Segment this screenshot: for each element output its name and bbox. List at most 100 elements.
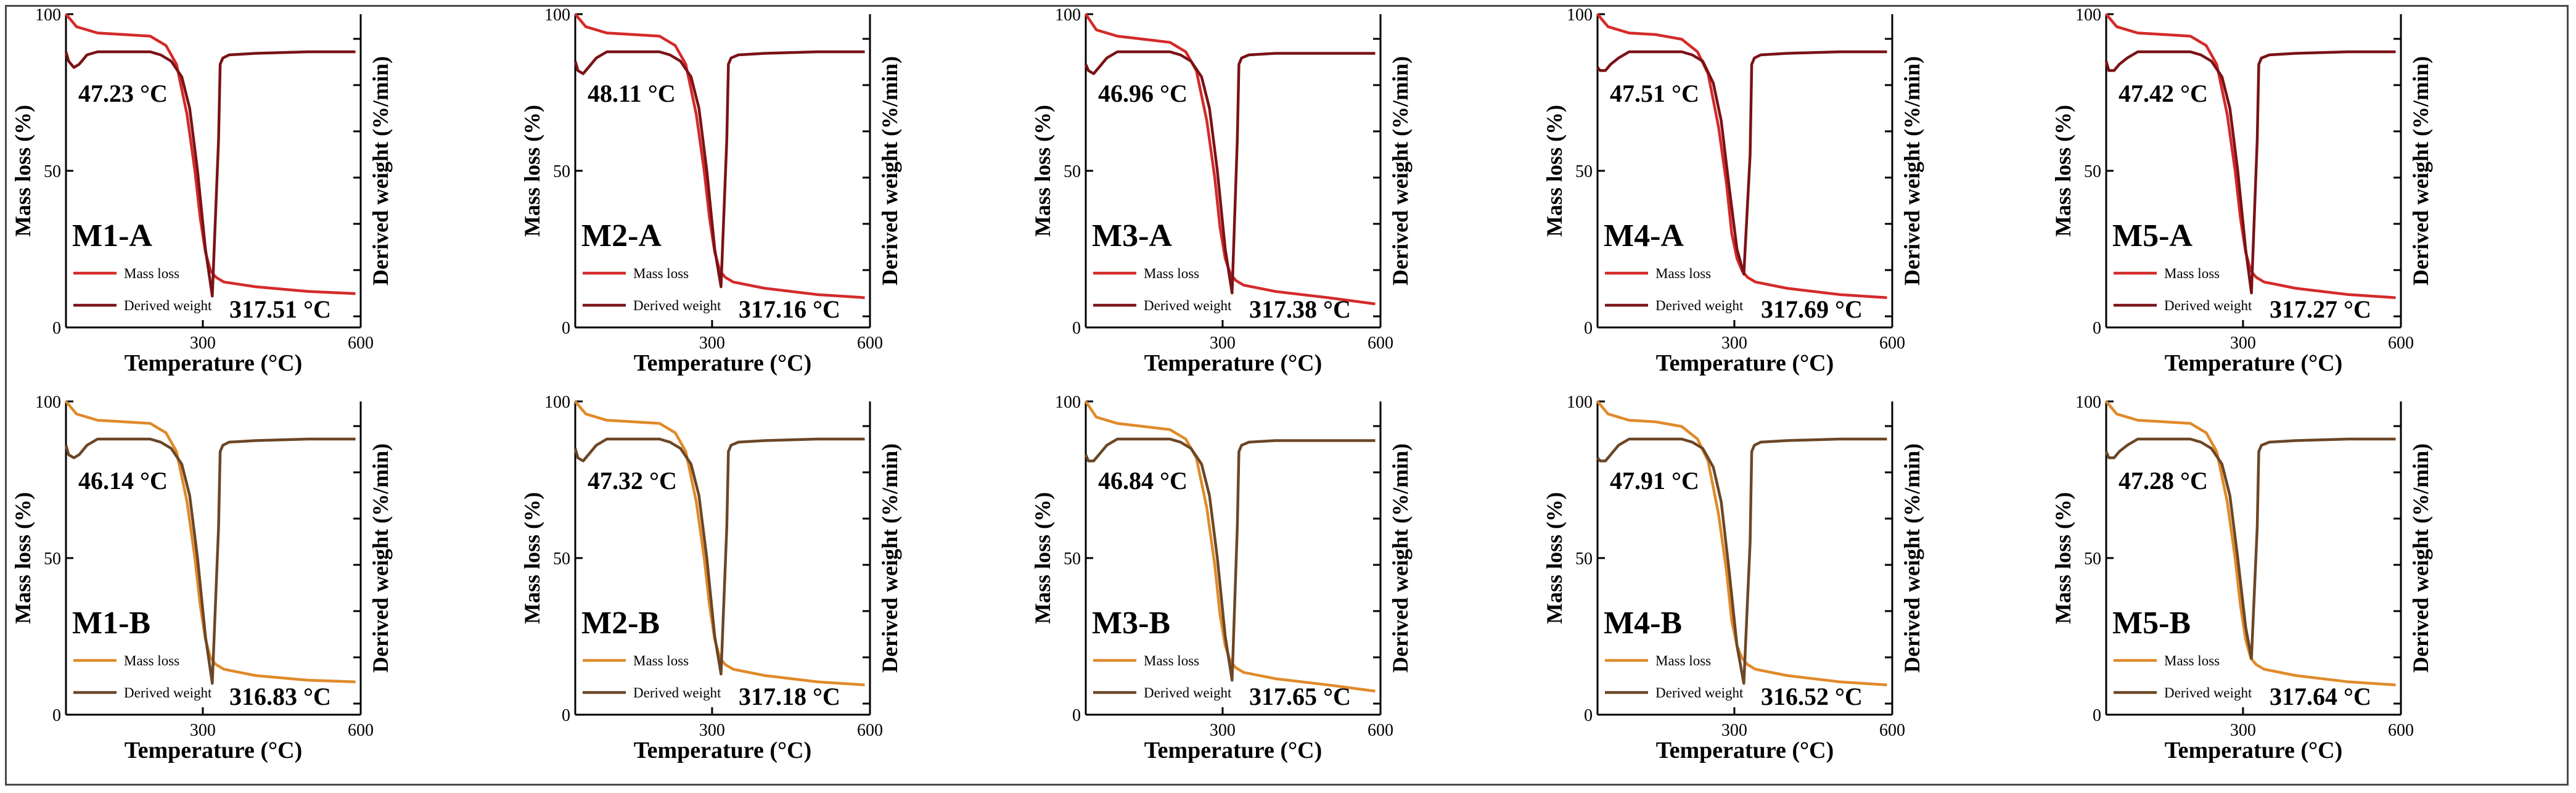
y2-axis-title: Derived weight (%/min) xyxy=(1900,56,1924,286)
x-axis-title: Temperature (°C) xyxy=(1656,350,1834,376)
panel-m2-b: 0 50 100 300 600 Mass loss (%) Derived weight … xyxy=(520,393,902,763)
y-tick-label: 50 xyxy=(44,549,61,569)
legend-label-mass-loss: Mass loss xyxy=(1655,266,1711,281)
tga-figure: 0 50 100 300 600 Mass loss (%) Derived weight … xyxy=(10,6,2433,763)
x-axis-title: Temperature (°C) xyxy=(1144,738,1323,763)
peak-low-label: 46.96 °C xyxy=(1098,80,1188,107)
y-axis-title: Mass loss (%) xyxy=(2051,492,2075,624)
y-axis-title: Mass loss (%) xyxy=(1542,492,1567,624)
legend-label-derived-weight: Derived weight xyxy=(2164,298,2252,313)
peak-high-label: 317.64 °C xyxy=(2270,683,2371,710)
y-tick-label: 0 xyxy=(1584,319,1593,338)
x-axis-title: Temperature (°C) xyxy=(125,350,303,376)
y2-axis-title: Derived weight (%/min) xyxy=(368,56,393,286)
y2-axis-title: Derived weight (%/min) xyxy=(2408,56,2433,286)
y-tick-label: 50 xyxy=(553,162,570,181)
y-tick-label: 0 xyxy=(1072,706,1081,725)
legend-label-derived-weight: Derived weight xyxy=(124,298,212,313)
y-tick-label: 50 xyxy=(2084,162,2101,181)
y-tick-label: 100 xyxy=(1567,7,1593,25)
x-tick-label: 300 xyxy=(1210,334,1236,353)
x-axis-title: Temperature (°C) xyxy=(2165,350,2343,376)
panel-label: M5-A xyxy=(2112,218,2192,253)
y-axis-title: Mass loss (%) xyxy=(1030,105,1055,237)
x-axis-title: Temperature (°C) xyxy=(125,738,303,763)
x-tick-label: 300 xyxy=(699,721,725,740)
series-mass-loss xyxy=(1085,13,1376,306)
x-tick-label: 600 xyxy=(1368,334,1393,353)
panel-label: M4-A xyxy=(1604,218,1684,253)
series-mass-loss xyxy=(574,400,865,686)
panel-label: M4-B xyxy=(1604,606,1682,641)
legend-label-derived-weight: Derived weight xyxy=(633,685,721,701)
series-derived-weight xyxy=(2104,50,2396,295)
y-tick-label: 0 xyxy=(1584,706,1593,725)
panel-m4-b: 0 50 100 300 600 Mass loss (%) Derived weight … xyxy=(1542,393,1924,763)
legend-label-mass-loss: Mass loss xyxy=(633,653,689,668)
legend-label-mass-loss: Mass loss xyxy=(1655,653,1711,668)
peak-low-label: 47.32 °C xyxy=(588,467,677,495)
peak-high-label: 316.83 °C xyxy=(229,683,331,710)
series-derived-weight xyxy=(64,437,356,685)
legend-label-mass-loss: Mass loss xyxy=(124,653,179,668)
series-mass-loss xyxy=(574,13,865,299)
legend-label-mass-loss: Mass loss xyxy=(1144,266,1199,281)
y-tick-label: 100 xyxy=(2075,7,2101,25)
legend-label-derived-weight: Derived weight xyxy=(633,298,721,313)
x-tick-label: 600 xyxy=(857,334,883,353)
x-tick-label: 300 xyxy=(1721,334,1747,353)
y2-axis-title: Derived weight (%/min) xyxy=(1388,443,1413,673)
series-mass-loss xyxy=(1596,13,1887,299)
panel-label: M3-B xyxy=(1092,606,1170,641)
peak-low-label: 48.11 °C xyxy=(588,80,676,107)
y-tick-label: 50 xyxy=(553,549,570,569)
y-tick-label: 50 xyxy=(1575,162,1593,181)
x-tick-label: 600 xyxy=(1879,334,1905,353)
y-tick-label: 50 xyxy=(1575,549,1593,569)
y-axis-title: Mass loss (%) xyxy=(10,492,35,624)
peak-low-label: 46.14 °C xyxy=(78,467,168,495)
panel-label: M5-B xyxy=(2112,606,2191,641)
x-tick-label: 300 xyxy=(699,334,725,353)
panel-m1-b: 0 50 100 300 600 Mass loss (%) Derived weight … xyxy=(10,393,393,763)
x-tick-label: 600 xyxy=(1368,721,1393,740)
y-tick-label: 100 xyxy=(35,7,61,25)
series-mass-loss xyxy=(1596,400,1887,686)
peak-low-label: 47.42 °C xyxy=(2119,80,2208,107)
y-axis-title: Mass loss (%) xyxy=(1542,105,1567,237)
series-derived-weight xyxy=(1084,50,1376,295)
y-tick-label: 100 xyxy=(544,393,570,412)
x-axis-title: Temperature (°C) xyxy=(1144,350,1323,376)
legend-label-derived-weight: Derived weight xyxy=(1655,685,1744,701)
y-tick-label: 100 xyxy=(1567,393,1593,412)
panel-label: M2-B xyxy=(581,606,660,641)
y2-axis-title: Derived weight (%/min) xyxy=(2408,443,2433,673)
y-tick-label: 0 xyxy=(2093,319,2101,338)
series-derived-weight xyxy=(1596,50,1887,276)
y-tick-label: 100 xyxy=(2075,393,2101,412)
x-tick-label: 300 xyxy=(1721,721,1747,740)
y-axis-title: Mass loss (%) xyxy=(1030,492,1055,624)
series-derived-weight xyxy=(1596,437,1887,685)
x-tick-label: 300 xyxy=(190,721,216,740)
x-tick-label: 300 xyxy=(190,334,216,353)
y-tick-label: 0 xyxy=(52,706,61,725)
y-axis-title: Mass loss (%) xyxy=(10,105,35,237)
series-derived-weight xyxy=(573,437,865,676)
y-tick-label: 100 xyxy=(1055,7,1081,25)
series-derived-weight xyxy=(64,50,356,298)
panel-m2-a: 0 50 100 300 600 Mass loss (%) Derived weight … xyxy=(520,6,902,376)
panel-m4-a: 0 50 100 300 600 Mass loss (%) Derived weight … xyxy=(1542,6,1924,376)
x-tick-label: 600 xyxy=(1879,721,1905,740)
peak-low-label: 46.84 °C xyxy=(1098,467,1188,495)
peak-low-label: 47.23 °C xyxy=(78,80,168,107)
x-tick-label: 600 xyxy=(2388,334,2414,353)
x-tick-label: 600 xyxy=(348,721,374,740)
y-tick-label: 0 xyxy=(2093,706,2101,725)
legend-label-derived-weight: Derived weight xyxy=(2164,685,2252,701)
panel-m1-a: 0 50 100 300 600 Mass loss (%) Derived weight … xyxy=(10,6,393,376)
legend-label-derived-weight: Derived weight xyxy=(1655,298,1744,313)
legend-label-mass-loss: Mass loss xyxy=(2164,266,2220,281)
peak-high-label: 317.27 °C xyxy=(2270,295,2371,323)
peak-low-label: 47.28 °C xyxy=(2119,467,2208,495)
